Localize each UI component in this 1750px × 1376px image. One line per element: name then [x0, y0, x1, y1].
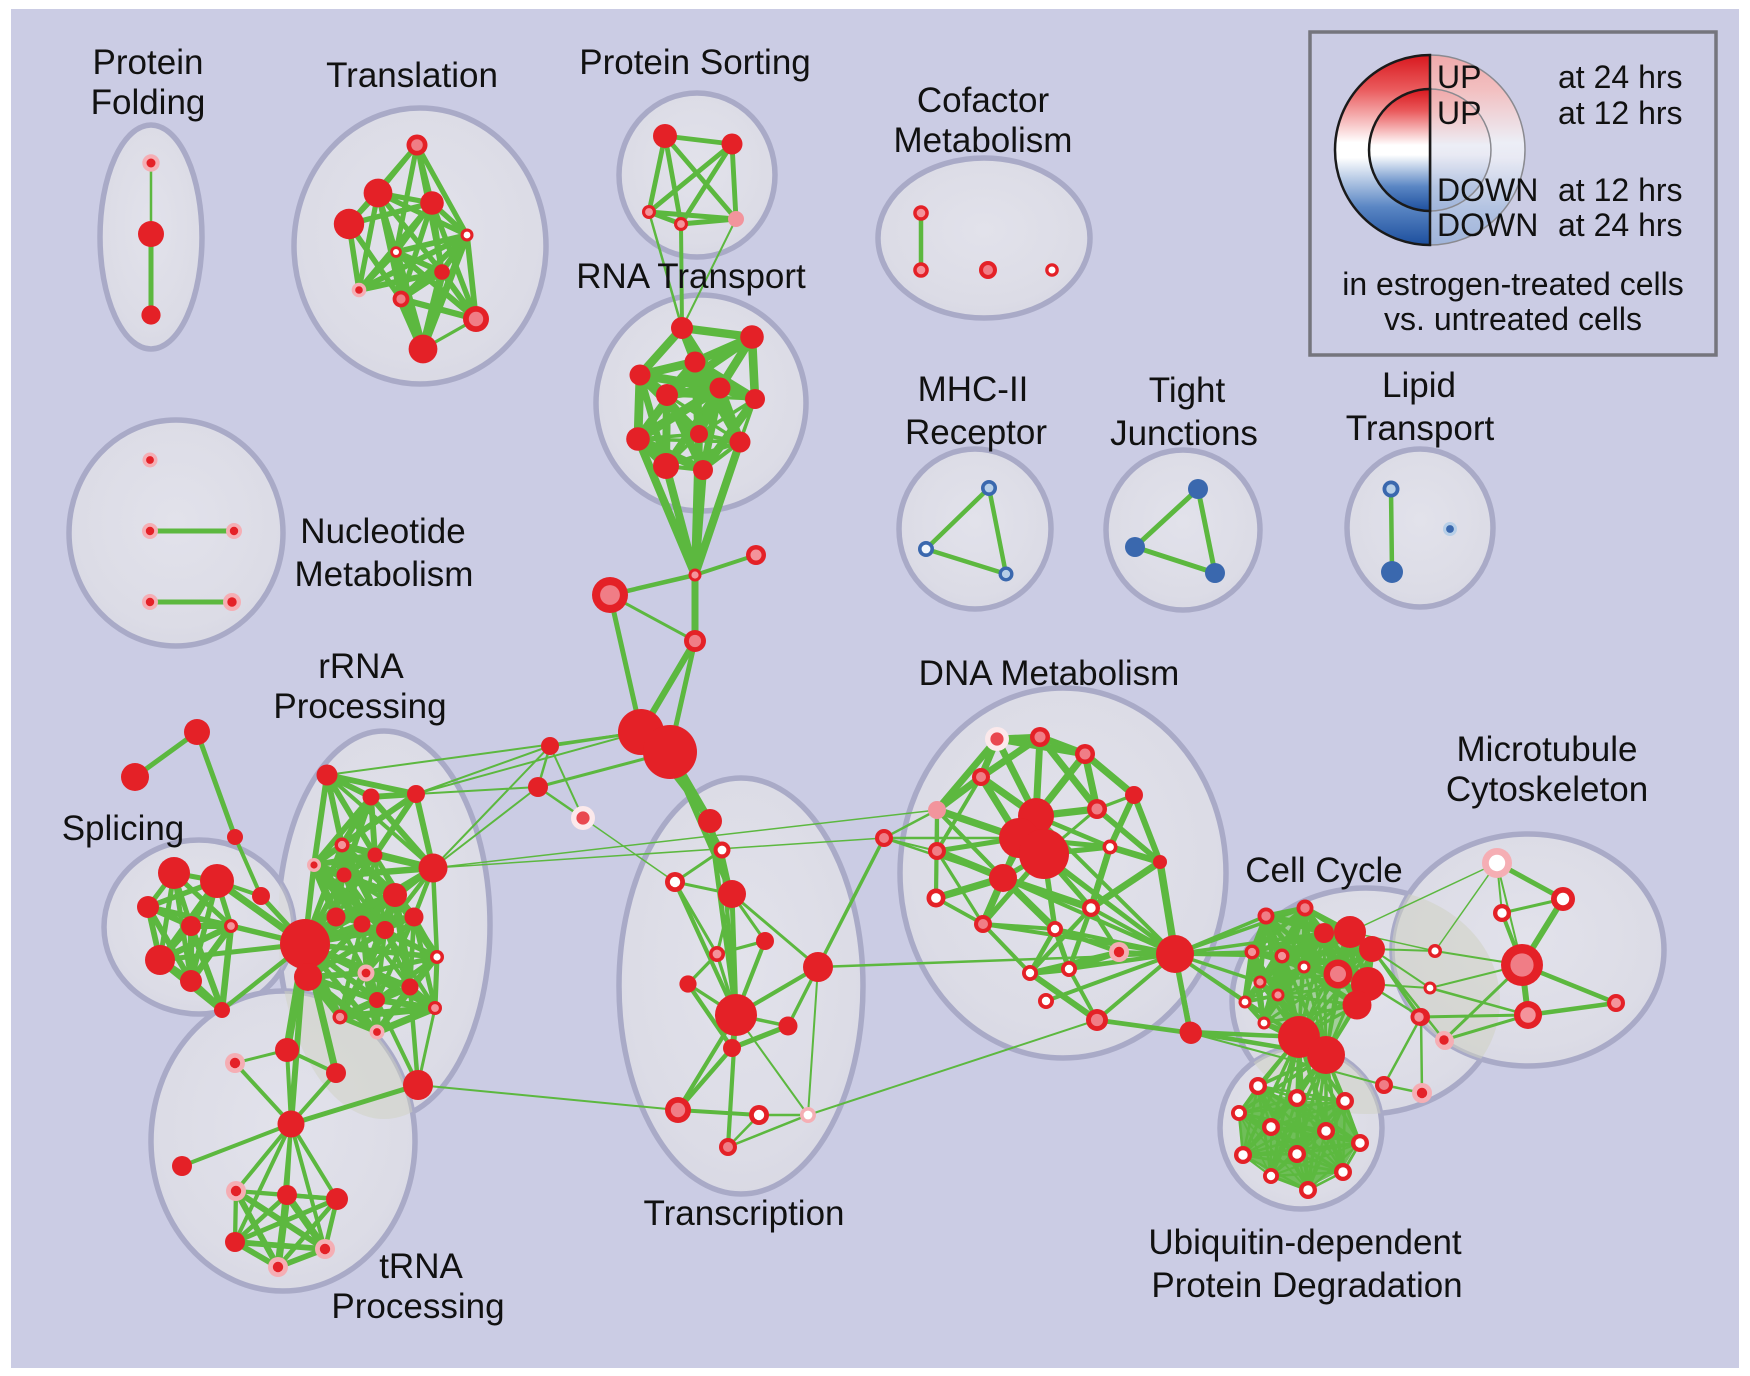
svg-text:DOWN: DOWN: [1437, 207, 1538, 243]
svg-text:Metabolism: Metabolism: [295, 555, 474, 594]
svg-text:Microtubule: Microtubule: [1457, 730, 1638, 769]
svg-text:Protein Degradation: Protein Degradation: [1151, 1266, 1462, 1305]
svg-text:Lipid: Lipid: [1382, 366, 1456, 405]
svg-text:Processing: Processing: [273, 687, 446, 726]
svg-text:Cofactor: Cofactor: [917, 81, 1050, 120]
svg-text:at 24 hrs: at 24 hrs: [1558, 207, 1683, 243]
svg-text:rRNA: rRNA: [318, 647, 404, 686]
svg-text:Ubiquitin-dependent: Ubiquitin-dependent: [1148, 1223, 1462, 1262]
svg-text:Nucleotide: Nucleotide: [300, 512, 465, 551]
svg-text:Folding: Folding: [91, 83, 206, 122]
svg-text:Protein: Protein: [93, 43, 204, 82]
svg-text:Processing: Processing: [331, 1287, 504, 1326]
svg-text:at 12 hrs: at 12 hrs: [1558, 172, 1683, 208]
svg-text:Protein Sorting: Protein Sorting: [579, 43, 811, 82]
svg-text:vs. untreated cells: vs. untreated cells: [1384, 301, 1642, 337]
svg-text:UP: UP: [1437, 59, 1481, 95]
svg-text:Translation: Translation: [326, 56, 498, 95]
svg-text:DOWN: DOWN: [1437, 172, 1538, 208]
svg-text:at 24 hrs: at 24 hrs: [1558, 59, 1683, 95]
svg-text:Metabolism: Metabolism: [894, 121, 1073, 160]
svg-text:in estrogen-treated cells: in estrogen-treated cells: [1342, 266, 1684, 302]
svg-text:DNA Metabolism: DNA Metabolism: [919, 654, 1180, 693]
svg-text:MHC-II: MHC-II: [918, 370, 1029, 409]
svg-text:UP: UP: [1437, 95, 1481, 131]
svg-text:at 12 hrs: at 12 hrs: [1558, 95, 1683, 131]
svg-text:RNA Transport: RNA Transport: [576, 257, 806, 296]
svg-text:Splicing: Splicing: [62, 809, 185, 848]
svg-text:Cytoskeleton: Cytoskeleton: [1446, 770, 1648, 809]
svg-text:Tight: Tight: [1149, 371, 1226, 410]
svg-text:Transcription: Transcription: [644, 1194, 845, 1233]
svg-text:Junctions: Junctions: [1110, 414, 1258, 453]
svg-text:Transport: Transport: [1346, 409, 1495, 448]
svg-text:Receptor: Receptor: [905, 413, 1047, 452]
svg-text:tRNA: tRNA: [379, 1247, 463, 1286]
svg-text:Cell Cycle: Cell Cycle: [1245, 851, 1403, 890]
